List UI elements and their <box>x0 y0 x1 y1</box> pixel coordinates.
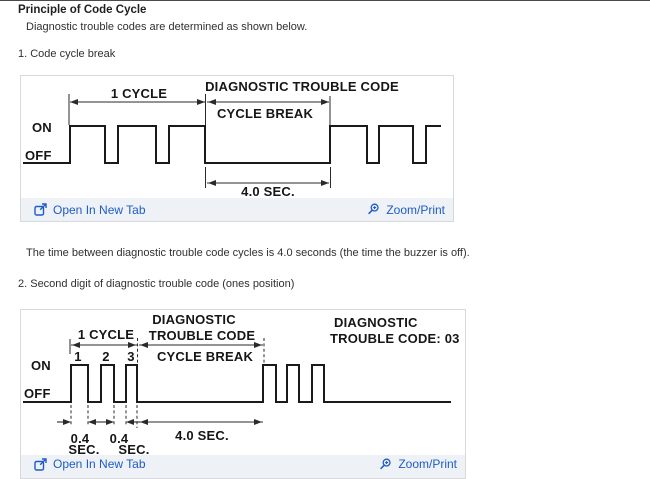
open-in-new-icon <box>34 457 47 471</box>
diagram2-dtc-line2: TROUBLE CODE <box>149 328 256 343</box>
intro-text: Diagnostic trouble codes are determined … <box>26 21 308 33</box>
figure-code-cycle-break: DIAGNOSTIC TROUBLE CODE 1 CYCLE CYCLE BR… <box>20 75 454 222</box>
figure-second-digit: DIAGNOSTIC TROUBLE CODE DIAGNOSTIC TROUB… <box>20 309 466 479</box>
page-title: Principle of Code Cycle <box>18 4 147 16</box>
diagram2-off-label: OFF <box>24 386 51 401</box>
figure2-toolbar: Open In New Tab Zoom/Print <box>21 455 465 478</box>
open-in-new-tab-link[interactable]: Open In New Tab <box>34 457 146 471</box>
diagram1-break-dimension <box>205 167 331 188</box>
zoom-print-link[interactable]: Zoom/Print <box>379 457 457 471</box>
zoom-print-label: Zoom/Print <box>398 457 457 471</box>
diagram2-timing-dimensions <box>57 405 263 428</box>
window-top-edge <box>0 0 650 1</box>
diagram2-code-line1: DIAGNOSTIC <box>334 315 418 330</box>
zoom-icon <box>368 203 379 215</box>
diagram2-pulse-on-unit: SEC. <box>68 442 99 455</box>
open-in-new-tab-label: Open In New Tab <box>53 202 146 217</box>
note-text: The time between diagnostic trouble code… <box>26 247 470 259</box>
diagram1-cycle-dimension <box>68 94 331 125</box>
diagram1-cycle-break-label: CYCLE BREAK <box>217 106 314 121</box>
waveform <box>23 125 441 164</box>
zoom-icon <box>380 458 391 469</box>
diagram2-break-seconds: 4.0 SEC. <box>175 428 229 443</box>
open-in-new-tab-link[interactable]: Open In New Tab <box>34 203 146 217</box>
diagram2-pulse1: 1 <box>74 349 81 364</box>
diagram2-pulse2: 2 <box>102 349 109 364</box>
list-item-2: 2. Second digit of diagnostic trouble co… <box>18 278 295 290</box>
diagram1-break-seconds: 4.0 SEC. <box>241 184 295 198</box>
diagram1-on-label: ON <box>32 120 52 135</box>
zoom-print-link[interactable]: Zoom/Print <box>367 203 445 217</box>
diagram2-on-label: ON <box>31 358 51 373</box>
diagram1-cycle-label: 1 CYCLE <box>111 86 167 101</box>
open-in-new-tab-label: Open In New Tab <box>53 457 146 471</box>
open-in-new-icon <box>34 203 47 216</box>
waveform-diagram-2: DIAGNOSTIC TROUBLE CODE DIAGNOSTIC TROUB… <box>23 312 460 455</box>
diagram1-off-label: OFF <box>25 148 52 163</box>
waveform-diagram-1: DIAGNOSTIC TROUBLE CODE 1 CYCLE CYCLE BR… <box>23 79 441 198</box>
figure1-toolbar: Open In New Tab Zoom/Print <box>21 198 453 221</box>
diagram2-pulse-on-value: 0.4 <box>71 431 90 446</box>
diagram1-dtc-label: DIAGNOSTIC TROUBLE CODE <box>205 79 399 94</box>
diagram2-cycle-label: 1 CYCLE <box>78 327 134 342</box>
diagram2-pulse3: 3 <box>127 349 134 364</box>
diagram2-pulse-off-value: 0.4 <box>110 431 129 446</box>
diagram2-pulse-off-unit: SEC. <box>118 442 149 455</box>
diagram2-cycle-dimension <box>69 338 265 364</box>
zoom-print-label: Zoom/Print <box>386 202 445 217</box>
diagram2-code-line2: TROUBLE CODE: 03 <box>330 331 460 346</box>
diagram2-cycle-break-label: CYCLE BREAK <box>157 349 254 364</box>
diagram2-dtc-line1: DIAGNOSTIC <box>152 312 236 327</box>
list-item-1: 1. Code cycle break <box>18 48 116 60</box>
waveform <box>23 364 451 403</box>
